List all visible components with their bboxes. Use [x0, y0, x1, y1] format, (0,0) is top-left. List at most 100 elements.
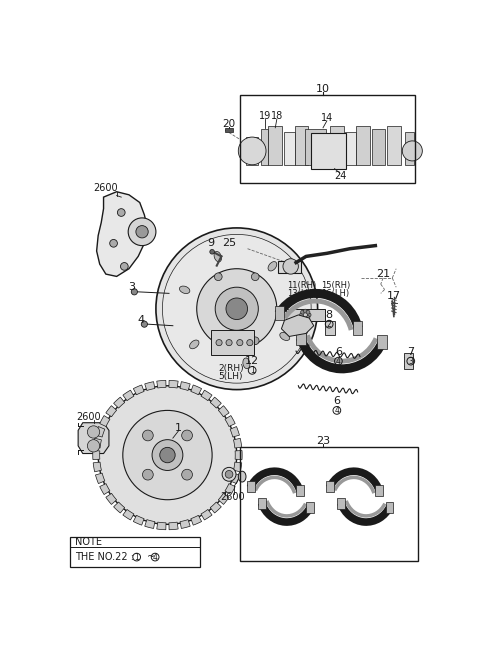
Circle shape	[143, 430, 153, 441]
Wedge shape	[123, 509, 134, 520]
Wedge shape	[123, 390, 134, 400]
Text: 9: 9	[207, 238, 214, 248]
Text: 2: 2	[327, 319, 332, 329]
Circle shape	[123, 410, 212, 500]
Text: 1: 1	[175, 423, 182, 433]
Wedge shape	[218, 406, 229, 417]
Bar	[278, 261, 301, 273]
Text: 19: 19	[259, 111, 271, 121]
Text: 17: 17	[387, 291, 401, 301]
Bar	[324, 321, 336, 335]
Text: 1: 1	[134, 553, 139, 562]
Ellipse shape	[190, 340, 199, 349]
Circle shape	[128, 218, 156, 246]
Wedge shape	[235, 450, 242, 459]
Text: 15(RH): 15(RH)	[322, 281, 351, 290]
Text: 8: 8	[325, 310, 333, 320]
Text: ~: ~	[144, 552, 158, 562]
Circle shape	[156, 228, 318, 389]
Text: 13(LH): 13(LH)	[288, 289, 316, 298]
Circle shape	[225, 470, 233, 478]
Bar	[268, 126, 282, 165]
Text: 14: 14	[321, 113, 333, 123]
Circle shape	[238, 137, 266, 165]
Wedge shape	[210, 502, 221, 513]
Circle shape	[141, 321, 147, 327]
Text: 4: 4	[153, 553, 157, 562]
Text: 11(RH): 11(RH)	[288, 281, 317, 290]
Circle shape	[215, 273, 222, 281]
Wedge shape	[133, 515, 144, 525]
Bar	[312, 133, 346, 168]
Bar	[296, 332, 306, 345]
Circle shape	[98, 386, 237, 524]
Bar	[353, 321, 362, 334]
Bar	[372, 130, 384, 165]
Bar	[326, 481, 334, 492]
Circle shape	[120, 262, 128, 270]
Bar	[240, 95, 415, 183]
Wedge shape	[145, 520, 155, 529]
Text: 21: 21	[376, 269, 390, 279]
Text: 18: 18	[271, 111, 283, 121]
Text: 1: 1	[250, 366, 254, 375]
Circle shape	[303, 317, 307, 321]
Text: 2600: 2600	[220, 492, 244, 502]
Text: 5(LH): 5(LH)	[218, 372, 243, 381]
Text: 24: 24	[334, 171, 346, 181]
Circle shape	[143, 469, 153, 480]
Wedge shape	[225, 415, 235, 426]
Bar	[246, 137, 258, 165]
Bar	[377, 335, 387, 349]
Bar	[240, 447, 419, 561]
Circle shape	[252, 337, 259, 345]
Polygon shape	[96, 192, 147, 277]
Circle shape	[252, 273, 259, 281]
Circle shape	[197, 269, 277, 349]
Text: 4: 4	[138, 314, 145, 325]
Wedge shape	[201, 390, 212, 400]
Wedge shape	[218, 493, 229, 504]
Bar	[275, 306, 284, 320]
Bar	[247, 481, 254, 492]
Wedge shape	[96, 426, 105, 437]
Wedge shape	[96, 473, 105, 483]
Bar	[211, 330, 254, 355]
Bar	[71, 537, 200, 568]
Circle shape	[210, 249, 215, 254]
Circle shape	[306, 316, 310, 319]
Circle shape	[110, 240, 118, 247]
Wedge shape	[233, 462, 242, 472]
Wedge shape	[93, 438, 101, 448]
Circle shape	[283, 259, 299, 274]
Bar	[404, 353, 413, 369]
Wedge shape	[100, 415, 110, 426]
Bar	[295, 126, 308, 165]
Circle shape	[300, 316, 304, 319]
Wedge shape	[133, 385, 144, 395]
Circle shape	[300, 310, 304, 314]
Wedge shape	[230, 473, 240, 483]
Polygon shape	[281, 315, 314, 336]
Bar	[261, 130, 268, 165]
Bar	[375, 485, 383, 496]
Ellipse shape	[238, 471, 246, 482]
Bar	[258, 498, 265, 509]
Wedge shape	[201, 509, 212, 520]
Circle shape	[181, 469, 192, 480]
Wedge shape	[180, 520, 190, 529]
Bar	[286, 308, 324, 321]
Ellipse shape	[214, 251, 222, 262]
Text: 6: 6	[335, 347, 342, 357]
Text: 4: 4	[335, 406, 339, 415]
Text: 2600: 2600	[76, 411, 100, 422]
Circle shape	[162, 235, 311, 383]
Circle shape	[247, 340, 253, 346]
Bar	[330, 126, 344, 165]
Wedge shape	[106, 493, 117, 504]
Wedge shape	[100, 483, 110, 494]
Bar	[225, 128, 233, 132]
Ellipse shape	[280, 332, 290, 340]
Wedge shape	[157, 522, 166, 529]
Wedge shape	[157, 380, 166, 388]
